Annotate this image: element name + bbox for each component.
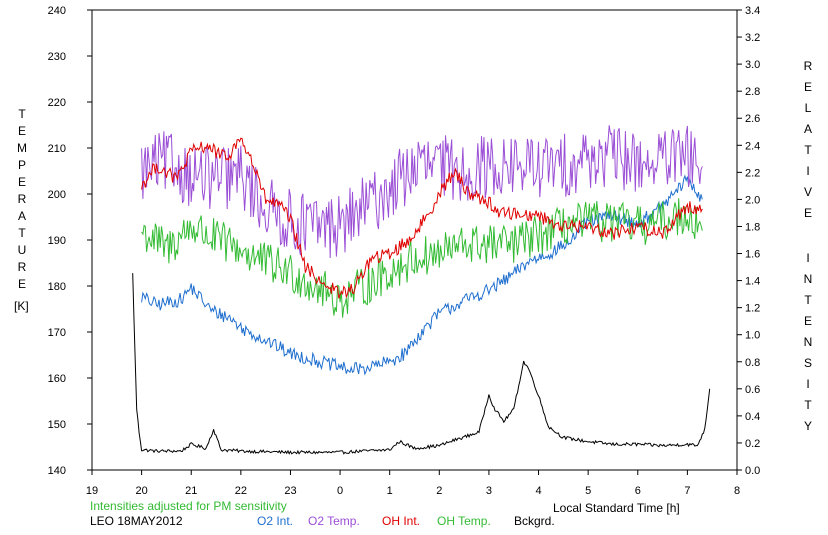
right-axis-letter: T: [804, 143, 812, 157]
left-tick-label: 160: [48, 373, 66, 385]
left-axis-unit: [K]: [14, 299, 29, 313]
x-tick-label: 7: [684, 485, 690, 497]
left-tick-label: 210: [48, 143, 66, 155]
right-tick-label: 2.6: [745, 113, 760, 125]
right-axis-letter: T: [804, 293, 812, 307]
right-tick-label: 0.8: [745, 357, 760, 369]
left-tick-label: 170: [48, 327, 66, 339]
x-tick-label: 19: [86, 485, 98, 497]
left-axis-letter: P: [18, 158, 26, 172]
series-line-oh-int: [141, 137, 703, 299]
left-tick-label: 150: [48, 419, 66, 431]
right-tick-label: 1.2: [745, 303, 760, 315]
legend: O2 Int. O2 Temp. OH Int. OH Temp. Bckgrd.: [257, 514, 555, 528]
left-axis-letter: E: [18, 124, 26, 138]
x-tick-label: 0: [337, 485, 343, 497]
right-axis-letter: I: [806, 377, 809, 391]
right-axis-letter: E: [804, 314, 812, 328]
left-axis-letter: R: [18, 260, 27, 274]
right-tick-label: 2.8: [745, 86, 760, 98]
x-tick-label: 3: [486, 485, 492, 497]
legend-entry: O2 Int.: [257, 514, 293, 528]
x-tick-label: 23: [284, 485, 296, 497]
left-tick-label: 140: [48, 465, 66, 477]
right-axis-letter: Y: [804, 419, 812, 433]
right-axis-letter: E: [804, 80, 812, 94]
x-axis-ticks: 19 20 21 22 23 0 1 2 3 4 5 6 7 8: [86, 470, 740, 497]
right-tick-label: 3.0: [745, 59, 760, 71]
right-tick-label: 0.2: [745, 438, 760, 450]
left-axis-letter: E: [18, 175, 26, 189]
right-axis-letter: V: [804, 185, 812, 199]
left-tick-label: 200: [48, 189, 66, 201]
right-tick-label: 1.0: [745, 330, 760, 342]
series-line-oh-temp: [141, 198, 703, 318]
right-tick-label: 2.4: [745, 140, 760, 152]
x-tick-label: 4: [535, 485, 541, 497]
left-axis-letter: M: [17, 141, 27, 155]
right-tick-label: 1.8: [745, 221, 760, 233]
right-tick-label: 3.2: [745, 32, 760, 44]
station-date: LEO 18MAY2012: [90, 514, 183, 528]
left-tick-label: 230: [48, 51, 66, 63]
right-axis-letter: A: [804, 122, 812, 136]
right-tick-label: 2.2: [745, 167, 760, 179]
left-axis-letter: T: [18, 107, 26, 121]
left-axis-letter: T: [18, 226, 26, 240]
left-tick-label: 180: [48, 281, 66, 293]
sensitivity-note: Intensities adjusted for PM sensitivity: [90, 499, 287, 513]
right-tick-label: 1.4: [745, 276, 760, 288]
right-axis-letter: E: [804, 206, 812, 220]
legend-entry: OH Temp.: [437, 514, 491, 528]
series-line-o2-int: [141, 174, 703, 376]
series-layer: [132, 125, 711, 455]
x-tick-label: 22: [235, 485, 247, 497]
left-axis-letter: E: [18, 277, 26, 291]
x-tick-label: 5: [585, 485, 591, 497]
x-tick-label: 8: [734, 485, 740, 497]
left-tick-label: 220: [48, 97, 66, 109]
right-axis-letter: S: [804, 356, 812, 370]
right-tick-label: 0.6: [745, 384, 760, 396]
x-tick-label: 20: [135, 485, 147, 497]
right-tick-label: 2.0: [745, 194, 760, 206]
right-tick-label: 1.6: [745, 249, 760, 261]
legend-entry: Bckgrd.: [514, 514, 555, 528]
right-axis-letter: T: [804, 398, 812, 412]
right-tick-label: 0.4: [745, 411, 760, 423]
legend-entry: O2 Temp.: [308, 514, 360, 528]
right-tick-label: 3.4: [745, 5, 760, 17]
x-tick-label: 21: [185, 485, 197, 497]
left-axis-ticks: 140 150 160 170 180 190 200 210 220 230 240: [48, 5, 92, 477]
left-axis-letter: U: [18, 243, 27, 257]
x-axis-label: Local Standard Time [h]: [553, 501, 680, 515]
x-tick-label: 6: [635, 485, 641, 497]
x-tick-label: 1: [387, 485, 393, 497]
right-axis-letter: I: [806, 164, 809, 178]
left-axis-letter: A: [18, 209, 26, 223]
right-axis-letter: L: [805, 101, 812, 115]
legend-entry: OH Int.: [382, 514, 420, 528]
right-axis-letter: R: [804, 59, 813, 73]
plot-frame: [91, 9, 738, 471]
right-axis-letter: N: [804, 272, 813, 286]
left-axis-letter: R: [18, 192, 27, 206]
left-tick-label: 190: [48, 235, 66, 247]
x-tick-label: 2: [436, 485, 442, 497]
right-axis-ticks: 0.0 0.2 0.4 0.6 0.8 1.0 1.2 1.4 1.6 1.8 2.0 2.2 2.4 2…: [737, 5, 760, 477]
left-tick-label: 240: [48, 5, 66, 17]
series-line-bckgrd: [132, 273, 711, 455]
right-axis-letter: I: [806, 251, 809, 265]
series-line-o2-temp: [141, 125, 703, 259]
right-axis-letter: N: [804, 335, 813, 349]
right-tick-label: 0.0: [745, 465, 760, 477]
